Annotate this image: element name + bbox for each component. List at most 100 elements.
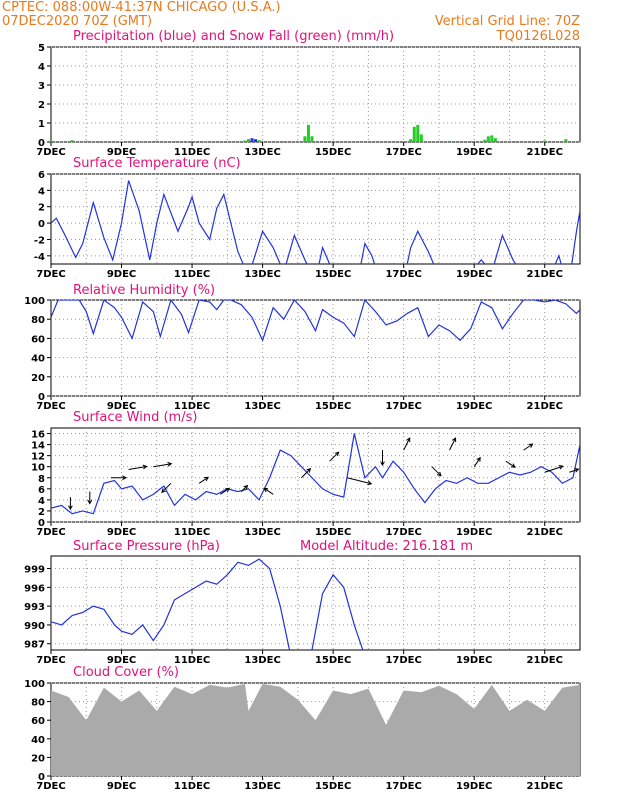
pressure-line (51, 558, 364, 650)
temp-xtick-label: 13DEC (244, 269, 280, 280)
precip-bar (190, 141, 194, 142)
pressure-annotation: Model Altitude: 216.181 m (300, 539, 473, 554)
precip-bar (250, 138, 254, 142)
precip-bar (448, 140, 452, 142)
cloud-xtick-label: 9DEC (107, 781, 136, 792)
rh-panel: 0 20 40 60 80 100 7DEC 9DEC 11DEC 13DEC 15DEC 17DEC… (24, 283, 581, 412)
precip-ytick-label: 4 (38, 62, 45, 73)
wind-xtick-label: 17DEC (385, 527, 421, 538)
temp-xtick-label: 19DEC (456, 269, 492, 280)
wind-arrow (128, 465, 147, 470)
wind-arrow (449, 437, 456, 451)
precip-bar (493, 138, 497, 142)
wind-title: Surface Wind (m/s) (73, 410, 197, 425)
rh-ytick-label: 60 (31, 334, 45, 345)
rh-xtick-label: 17DEC (385, 401, 421, 412)
precip-bar (243, 140, 247, 142)
cloud-ytick-label: 60 (31, 716, 45, 727)
wind-arrow (241, 485, 248, 492)
header-date: 07DEC2020 70Z (GMT) (2, 14, 152, 29)
cloud-title: Cloud Cover (%) (73, 665, 179, 680)
precip-xtick-label: 17DEC (385, 147, 421, 158)
wind-ytick-label: 16 (31, 430, 45, 441)
wind-arrow-head (476, 456, 481, 462)
rh-xtick-label: 7DEC (36, 401, 65, 412)
wind-arrow (263, 487, 274, 495)
temp-xtick-label: 11DEC (174, 269, 210, 280)
precip-bar (543, 140, 547, 142)
precip-xtick-label: 9DEC (107, 147, 136, 158)
wind-ytick-label: 14 (31, 441, 45, 452)
rh-line (51, 300, 580, 342)
wind-arrow (329, 451, 339, 462)
precip-xtick-label: 13DEC (244, 147, 280, 158)
wind-arrow (161, 482, 172, 493)
precip-bar (257, 140, 261, 142)
pressure-ytick-label: 999 (24, 565, 45, 576)
precip-bar (84, 140, 88, 142)
temp-ytick-label: 4 (38, 186, 45, 197)
cloud-xtick-label: 17DEC (385, 781, 421, 792)
rh-frame (50, 299, 581, 397)
cloud-xtick-label: 21DEC (527, 781, 563, 792)
precip-bar (564, 139, 568, 142)
pressure-frame (50, 555, 581, 651)
precip-ytick-label: 5 (38, 43, 45, 54)
wind-arrow-head (68, 505, 73, 511)
wind-ytick-label: 4 (38, 496, 45, 507)
precip-bar (70, 140, 74, 142)
wind-arrow (220, 487, 230, 495)
precip-bar (98, 141, 102, 142)
precip-xtick-label: 15DEC (315, 147, 351, 158)
pressure-xtick-label: 13DEC (244, 655, 280, 666)
rh-xtick-label: 21DEC (527, 401, 563, 412)
cloud-xtick-label: 13DEC (244, 781, 280, 792)
pressure-xtick-label: 17DEC (385, 655, 421, 666)
cloud-xtick-label: 11DEC (174, 781, 210, 792)
temp-line (51, 180, 580, 264)
cloud-xtick-label: 15DEC (315, 781, 351, 792)
wind-xtick-label: 7DEC (36, 527, 65, 538)
wind-arrow (544, 465, 563, 473)
wind-ytick-label: 12 (31, 452, 45, 463)
precip-bar (282, 141, 286, 142)
wind-xtick-label: 19DEC (456, 527, 492, 538)
rh-ytick-label: 80 (31, 315, 45, 326)
cloud-ytick-label: 100 (24, 679, 45, 690)
wind-arrow-head (574, 468, 580, 473)
temp-ytick-label: 0 (38, 219, 45, 230)
wind-ytick-label: 2 (38, 507, 45, 518)
rh-ytick-label: 0 (38, 392, 45, 403)
rh-xtick-label: 11DEC (174, 401, 210, 412)
precip-bar (155, 140, 159, 142)
precip-bar (469, 141, 473, 142)
wind-arrow-head (367, 480, 373, 486)
temp-frame (50, 173, 581, 265)
temp-panel: -4 -2 0 2 4 6 7DEC 9DEC 11DEC 13DEC 15DEC 17DEC 19DE… (34, 156, 581, 280)
wind-arrow-head (334, 451, 340, 457)
wind-xtick-label: 15DEC (315, 527, 351, 538)
precip-bar (416, 124, 420, 142)
precip-xtick-label: 19DEC (456, 147, 492, 158)
cloud-area (51, 683, 580, 776)
wind-arrow (347, 477, 372, 485)
precip-bar (486, 136, 490, 142)
precip-bar (120, 141, 124, 142)
precip-xtick-label: 21DEC (527, 147, 563, 158)
wind-arrow-head (142, 464, 148, 470)
precip-ytick-label: 2 (38, 100, 45, 111)
pressure-xtick-label: 21DEC (527, 655, 563, 666)
wind-ytick-label: 0 (38, 518, 45, 529)
wind-arrow-head (451, 437, 457, 443)
wind-ytick-label: 6 (38, 485, 45, 496)
wind-xtick-label: 9DEC (107, 527, 136, 538)
precip-bar (490, 135, 494, 142)
wind-arrow-head (306, 468, 312, 473)
wind-xtick-label: 11DEC (174, 527, 210, 538)
wind-arrow-head (243, 484, 249, 490)
precip-ytick-label: 0 (38, 138, 45, 149)
pressure-xtick-label: 19DEC (456, 655, 492, 666)
temp-ytick-label: 2 (38, 203, 45, 214)
cloud-ytick-label: 20 (31, 753, 45, 764)
